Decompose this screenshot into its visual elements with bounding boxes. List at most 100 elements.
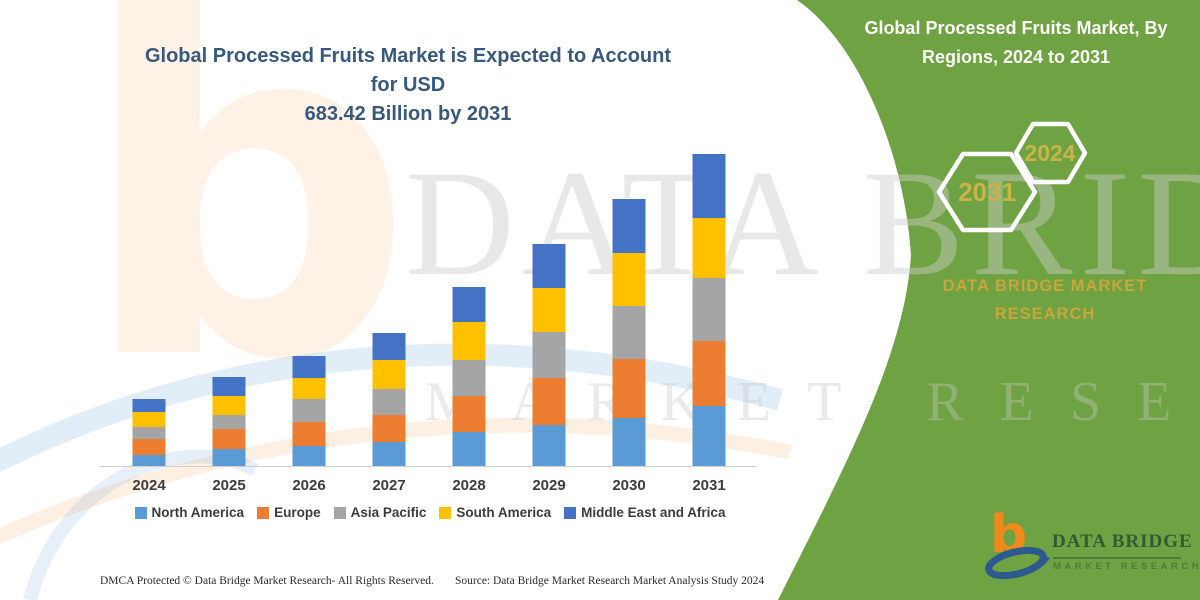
chart-title-line1: Global Processed Fruits Market is Expect… <box>144 45 672 96</box>
x-axis-label-2030: 2030 <box>612 477 646 494</box>
bar-group-2026: 2026 <box>269 141 349 496</box>
bar-group-2025: 2025 <box>189 141 269 496</box>
bar-stack-2028 <box>452 287 486 467</box>
bar-segment-north-america <box>452 432 486 467</box>
bar-segment-middle-east-and-africa <box>292 356 326 378</box>
bar-stack-2024 <box>132 399 166 467</box>
bar-segment-south-america <box>532 288 566 332</box>
x-axis-label-2029: 2029 <box>532 477 566 494</box>
legend-item-asia-pacific: Asia Pacific <box>333 505 427 520</box>
chart-legend: North America Europe Asia Pacific South Ame… <box>100 505 760 520</box>
bar-segment-asia-pacific <box>372 389 406 415</box>
bar-group-2024: 2024 <box>109 141 189 496</box>
bar-segment-south-america <box>132 412 166 427</box>
bar-stack-2031 <box>692 154 726 467</box>
bar-segment-asia-pacific <box>132 427 166 439</box>
chart-title: Global Processed Fruits Market is Expect… <box>130 42 686 129</box>
bar-segment-south-america <box>372 360 406 389</box>
logo-swoosh-icon <box>985 546 1050 580</box>
bar-stack-2026 <box>292 356 326 467</box>
hexagon-2024-label: 2024 <box>1024 140 1075 166</box>
hexagon-2031-label: 2031 <box>958 177 1016 207</box>
brand-line2: RESEARCH <box>994 305 1096 324</box>
legend-swatch-middle-east-and-africa <box>564 506 577 519</box>
legend-label-south-america: South America <box>456 505 552 520</box>
bar-segment-middle-east-and-africa <box>372 333 406 360</box>
bar-stack-2029 <box>532 244 566 467</box>
side-panel-heading-line2: Regions, 2024 to 2031 <box>921 46 1111 67</box>
legend-item-europe: Europe <box>257 505 321 520</box>
bar-group-2030: 2030 <box>589 141 669 496</box>
footer-copyright: DMCA Protected © Data Bridge Market Rese… <box>100 575 434 587</box>
x-axis-label-2031: 2031 <box>692 477 726 494</box>
side-panel-heading: Global Processed Fruits Market, By Regio… <box>838 14 1194 72</box>
bar-segment-north-america <box>372 442 406 467</box>
bar-segment-middle-east-and-africa <box>612 199 646 253</box>
bar-segment-middle-east-and-africa <box>532 244 566 288</box>
legend-label-north-america: North America <box>151 505 245 520</box>
bar-segment-middle-east-and-africa <box>692 154 726 218</box>
bar-group-2028: 2028 <box>429 141 509 496</box>
hexagon-2031-icon <box>936 151 1038 233</box>
bar-stack-2027 <box>372 333 406 467</box>
bar-segment-north-america <box>212 449 246 467</box>
x-axis-line <box>100 466 756 467</box>
brand-line1: DATA BRIDGE MARKET <box>942 277 1148 295</box>
bar-segment-south-america <box>212 396 246 415</box>
bar-segment-north-america <box>292 446 326 467</box>
logo-wordmark: DATA BRIDGE <box>1052 531 1193 552</box>
bar-group-2027: 2027 <box>349 141 429 496</box>
bar-segment-europe <box>452 396 486 432</box>
bar-segment-north-america <box>532 425 566 467</box>
x-axis-label-2024: 2024 <box>132 477 166 494</box>
bar-segment-europe <box>532 378 566 425</box>
plot-area: 2024 2025 2026 2027 2028 2029 2030 2031 <box>109 141 749 496</box>
x-axis-label-2027: 2027 <box>372 477 406 494</box>
bar-segment-europe <box>132 439 166 455</box>
legend-swatch-north-america <box>134 506 147 519</box>
bar-segment-middle-east-and-africa <box>212 377 246 396</box>
side-panel-heading-line1: Global Processed Fruits Market, By <box>864 18 1168 38</box>
bar-segment-europe <box>212 429 246 449</box>
x-axis-label-2026: 2026 <box>292 477 326 494</box>
bar-segment-south-america <box>452 322 486 360</box>
side-panel-brand-text: DATA BRIDGE MARKET RESEARCH <box>885 272 1200 328</box>
legend-label-middle-east-and-africa: Middle East and Africa <box>581 505 726 520</box>
hexagon-2024-icon <box>1013 121 1088 185</box>
logo-divider <box>1053 557 1181 559</box>
bar-segment-asia-pacific <box>532 332 566 378</box>
legend-item-south-america: South America <box>439 505 551 520</box>
chart-title-line2: 683.42 Billion by 2031 <box>304 103 512 125</box>
legend-item-middle-east-and-africa: Middle East and Africa <box>564 505 725 520</box>
legend-label-asia-pacific: Asia Pacific <box>350 505 427 520</box>
legend-swatch-asia-pacific <box>333 506 346 519</box>
legend-item-north-america: North America <box>134 505 245 520</box>
data-bridge-logo: b DATA BRIDGE MARKET RESEARCH <box>982 509 1199 590</box>
bar-segment-middle-east-and-africa <box>132 399 166 412</box>
logo-subtitle: MARKET RESEARCH <box>1053 561 1200 572</box>
footer-source: Source: Data Bridge Market Research Mark… <box>455 575 765 587</box>
bar-segment-europe <box>292 422 326 446</box>
bar-segment-north-america <box>612 418 646 467</box>
x-axis-label-2025: 2025 <box>212 477 246 494</box>
bar-segment-asia-pacific <box>452 360 486 396</box>
bar-segment-asia-pacific <box>212 415 246 429</box>
bar-segment-south-america <box>692 218 726 278</box>
bar-segment-europe <box>692 341 726 406</box>
bar-segment-north-america <box>132 455 166 467</box>
bar-segment-middle-east-and-africa <box>452 287 486 322</box>
bar-segment-europe <box>372 415 406 442</box>
bar-segment-asia-pacific <box>612 306 646 359</box>
bar-segment-europe <box>612 359 646 418</box>
watermark-b-logo-icon: b <box>78 0 415 463</box>
bar-stack-2025 <box>212 377 246 467</box>
bar-segment-north-america <box>692 406 726 467</box>
legend-swatch-south-america <box>439 506 452 519</box>
legend-swatch-europe <box>257 506 270 519</box>
bar-segment-asia-pacific <box>292 399 326 422</box>
bar-segment-asia-pacific <box>692 278 726 341</box>
bar-group-2031: 2031 <box>669 141 749 496</box>
bar-segment-south-america <box>292 378 326 399</box>
